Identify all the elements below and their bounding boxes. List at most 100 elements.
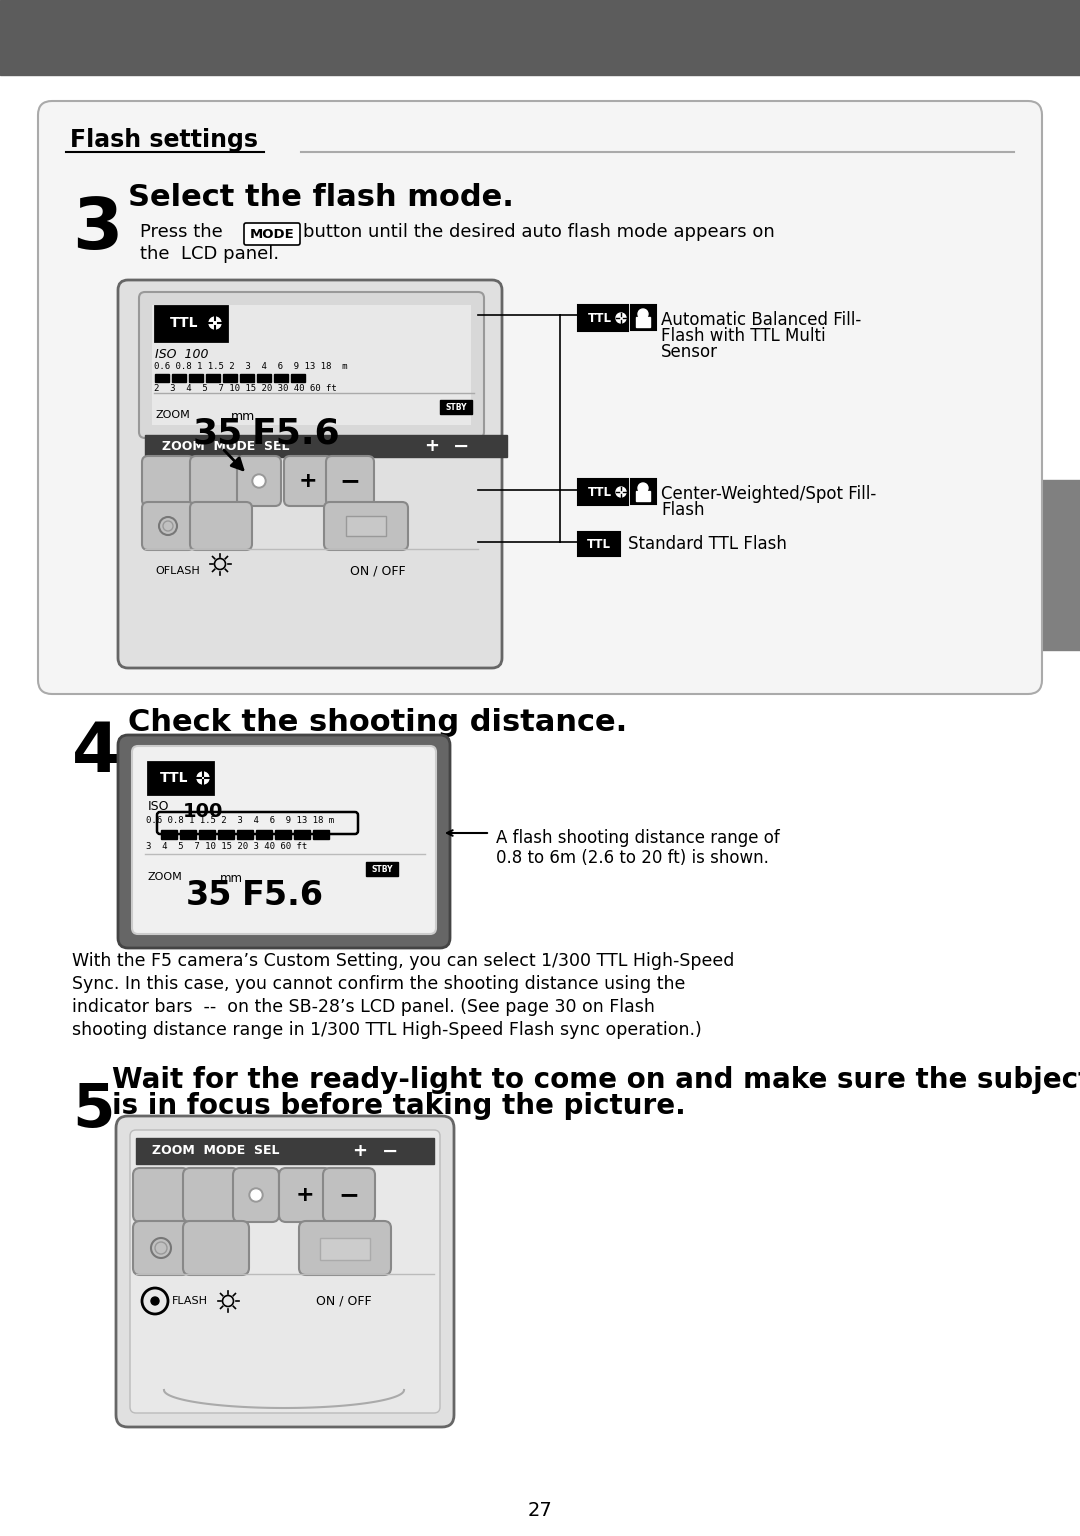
- Text: ZOOM: ZOOM: [148, 872, 183, 882]
- FancyBboxPatch shape: [38, 101, 1042, 694]
- Text: shooting distance range in 1/300 TTL High-Speed Flash sync operation.): shooting distance range in 1/300 TTL Hig…: [72, 1021, 702, 1038]
- Bar: [172, 373, 186, 382]
- Text: mm: mm: [231, 410, 255, 422]
- Text: mm: mm: [220, 872, 243, 885]
- Text: Sync. In this case, you cannot confirm the shooting distance using the: Sync. In this case, you cannot confirm t…: [72, 975, 686, 992]
- Bar: [274, 373, 288, 382]
- Text: −: −: [338, 1183, 360, 1207]
- Text: +: +: [352, 1141, 367, 1160]
- Text: ISO  100: ISO 100: [156, 349, 208, 361]
- Circle shape: [616, 313, 626, 323]
- FancyBboxPatch shape: [244, 223, 300, 246]
- Text: TTL: TTL: [160, 771, 188, 785]
- Text: FLASH: FLASH: [172, 1296, 208, 1306]
- Text: F5.6: F5.6: [252, 416, 340, 452]
- Bar: [366, 862, 399, 876]
- Text: 5: 5: [72, 1080, 114, 1140]
- Bar: [180, 829, 195, 839]
- Bar: [631, 479, 656, 504]
- Text: ISO: ISO: [148, 800, 170, 813]
- Bar: [578, 531, 620, 556]
- Bar: [0, 0, 1080, 75]
- FancyBboxPatch shape: [139, 292, 484, 438]
- Circle shape: [254, 476, 264, 485]
- Bar: [148, 762, 213, 794]
- FancyBboxPatch shape: [183, 1221, 249, 1275]
- Text: Wait for the ready-light to come on and make sure the subject: Wait for the ready-light to come on and …: [112, 1066, 1080, 1094]
- FancyBboxPatch shape: [279, 1167, 330, 1223]
- Text: button until the desired auto flash mode appears on: button until the desired auto flash mode…: [303, 223, 774, 241]
- Circle shape: [638, 309, 648, 319]
- Text: −: −: [339, 468, 361, 493]
- Bar: [346, 516, 386, 536]
- FancyBboxPatch shape: [323, 1167, 375, 1223]
- FancyBboxPatch shape: [141, 502, 194, 550]
- FancyBboxPatch shape: [233, 1167, 279, 1223]
- Text: 4: 4: [72, 719, 120, 785]
- Text: ZOOM  MODE  SEL: ZOOM MODE SEL: [162, 439, 289, 453]
- Circle shape: [252, 475, 266, 488]
- Text: ZOOM: ZOOM: [156, 410, 190, 419]
- Bar: [145, 435, 507, 458]
- Bar: [578, 479, 627, 505]
- FancyBboxPatch shape: [183, 1167, 239, 1223]
- Text: TTL: TTL: [588, 538, 611, 550]
- Text: indicator bars  --  on the SB-28’s LCD panel. (See page 30 on Flash: indicator bars -- on the SB-28’s LCD pan…: [72, 998, 654, 1015]
- Text: −: −: [453, 436, 469, 456]
- Text: +: +: [299, 472, 318, 492]
- Bar: [636, 316, 650, 327]
- Text: ZOOM  MODE  SEL: ZOOM MODE SEL: [152, 1144, 280, 1158]
- Text: is in focus before taking the picture.: is in focus before taking the picture.: [112, 1092, 686, 1120]
- Bar: [578, 306, 627, 330]
- Bar: [291, 373, 305, 382]
- Text: ON / OFF: ON / OFF: [316, 1295, 372, 1307]
- Bar: [189, 373, 203, 382]
- Circle shape: [638, 482, 648, 493]
- FancyBboxPatch shape: [237, 456, 281, 505]
- Bar: [152, 306, 471, 425]
- Text: 2  3  4  5  7 10 15 20 30 40 60 ft: 2 3 4 5 7 10 15 20 30 40 60 ft: [154, 384, 337, 393]
- FancyBboxPatch shape: [133, 1167, 189, 1223]
- Bar: [1038, 479, 1080, 650]
- Text: TTL: TTL: [588, 485, 612, 499]
- Circle shape: [151, 1296, 159, 1306]
- FancyBboxPatch shape: [326, 456, 374, 505]
- Text: 0.6 0.8 1 1.5 2  3  4  6  9 13 18  m: 0.6 0.8 1 1.5 2 3 4 6 9 13 18 m: [154, 362, 348, 372]
- FancyBboxPatch shape: [324, 502, 408, 550]
- Bar: [313, 829, 329, 839]
- Bar: [199, 829, 215, 839]
- FancyBboxPatch shape: [141, 456, 194, 505]
- Text: OFLASH: OFLASH: [156, 565, 200, 576]
- Bar: [256, 829, 272, 839]
- Text: With the F5 camera’s Custom Setting, you can select 1/300 TTL High-Speed: With the F5 camera’s Custom Setting, you…: [72, 952, 734, 971]
- FancyBboxPatch shape: [190, 456, 242, 505]
- Bar: [631, 306, 656, 330]
- FancyBboxPatch shape: [116, 1117, 454, 1427]
- Bar: [320, 1238, 370, 1260]
- Text: 3  4  5  7 10 15 20 3 40 60 ft: 3 4 5 7 10 15 20 3 40 60 ft: [146, 842, 307, 851]
- Bar: [294, 829, 310, 839]
- Circle shape: [616, 487, 626, 498]
- Circle shape: [251, 1190, 261, 1200]
- FancyBboxPatch shape: [130, 1130, 440, 1413]
- Text: the  LCD panel.: the LCD panel.: [140, 246, 279, 263]
- Text: A flash shooting distance range of: A flash shooting distance range of: [496, 829, 780, 846]
- FancyBboxPatch shape: [118, 736, 450, 948]
- Text: 0.6 0.8 1 1.5 2  3  4  6  9 13 18 m: 0.6 0.8 1 1.5 2 3 4 6 9 13 18 m: [146, 816, 334, 825]
- FancyBboxPatch shape: [133, 1221, 189, 1275]
- FancyBboxPatch shape: [284, 456, 332, 505]
- Bar: [275, 829, 291, 839]
- Text: 3: 3: [72, 195, 122, 264]
- Text: Center-Weighted/Spot Fill-: Center-Weighted/Spot Fill-: [661, 485, 876, 502]
- Text: −: −: [382, 1141, 399, 1161]
- Text: ON / OFF: ON / OFF: [350, 565, 406, 578]
- Bar: [161, 829, 177, 839]
- Text: Flash: Flash: [661, 501, 704, 519]
- Text: Press the: Press the: [140, 223, 222, 241]
- Bar: [440, 399, 472, 415]
- Text: TTL: TTL: [588, 312, 612, 324]
- Text: +: +: [296, 1184, 314, 1206]
- FancyBboxPatch shape: [118, 280, 502, 668]
- Bar: [218, 829, 234, 839]
- Text: +: +: [424, 438, 440, 455]
